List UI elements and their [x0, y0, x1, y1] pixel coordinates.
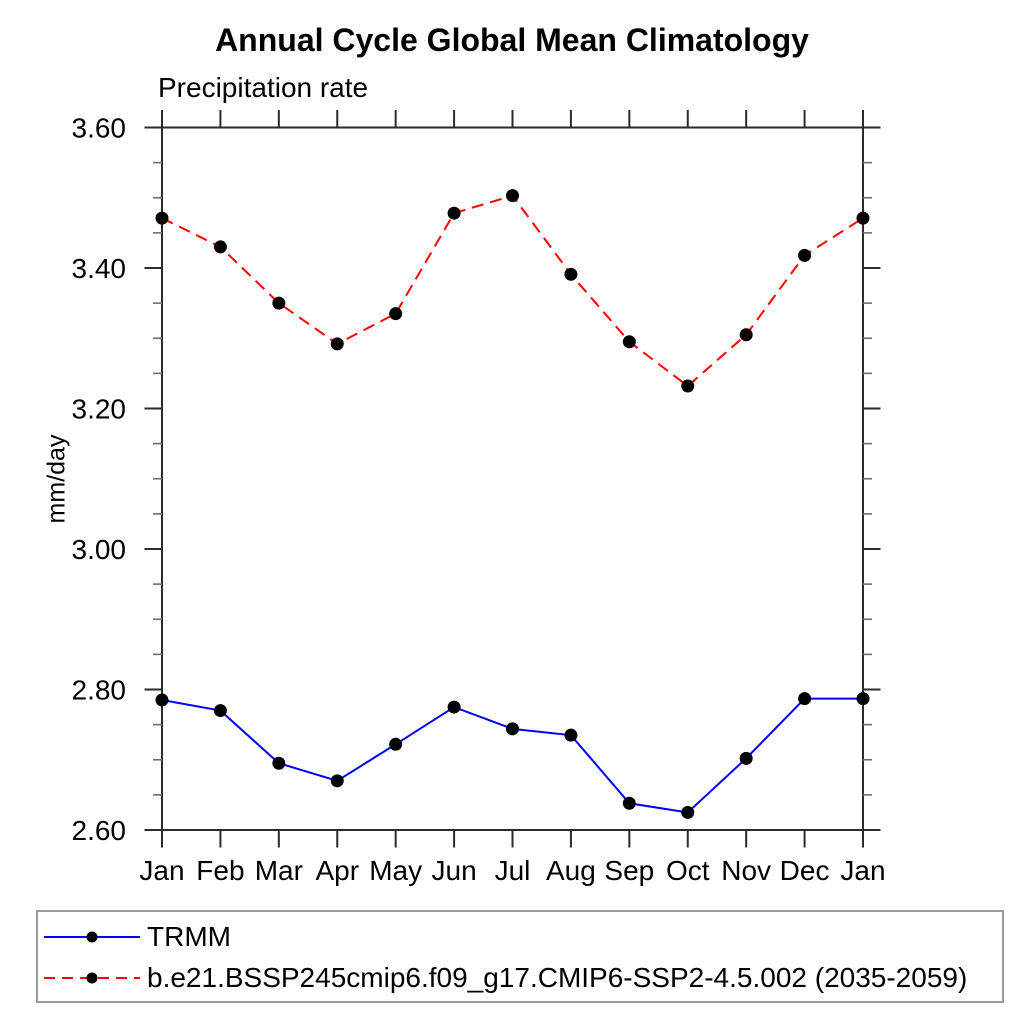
y-tick-label: 2.80 [72, 675, 127, 706]
x-tick-label: Sep [604, 855, 654, 886]
data-point-1 [272, 296, 286, 310]
chart-title: Annual Cycle Global Mean Climatology [215, 22, 809, 58]
data-point-1 [447, 206, 461, 220]
y-tick-label: 3.40 [72, 253, 127, 284]
data-point-1 [622, 335, 636, 349]
data-point-0 [681, 805, 695, 819]
data-point-0 [447, 700, 461, 714]
data-point-1 [681, 379, 695, 393]
legend-sample-marker [86, 931, 98, 943]
series-line-0 [161, 697, 863, 814]
data-point-0 [272, 756, 286, 770]
legend-label-trmm: TRMM [147, 921, 231, 952]
y-tick-label: 3.60 [72, 113, 127, 144]
legend-sample-marker [86, 972, 98, 984]
y-tick-label: 3.00 [72, 534, 127, 565]
data-point-1 [155, 211, 169, 225]
x-tick-label: Mar [255, 855, 303, 886]
data-point-0 [856, 692, 870, 706]
legend: TRMM b.e21.BSSP245cmip6.f09_g17.CMIP6-SS… [36, 910, 1004, 1003]
data-point-1 [798, 248, 812, 262]
legend-label-model: b.e21.BSSP245cmip6.f09_g17.CMIP6-SSP2-4.… [147, 962, 968, 993]
data-point-1 [389, 307, 403, 321]
x-tick-label: Dec [780, 855, 830, 886]
chart-subtitle: Precipitation rate [158, 72, 369, 103]
legend-line-sample-model [44, 972, 140, 984]
data-point-0 [389, 737, 403, 751]
x-tick-label: Apr [315, 855, 359, 886]
legend-entry-model: b.e21.BSSP245cmip6.f09_g17.CMIP6-SSP2-4.… [42, 962, 968, 993]
x-tick-label: Feb [196, 855, 244, 886]
data-point-0 [155, 693, 169, 707]
x-tick-label: Jan [840, 855, 885, 886]
data-point-1 [856, 211, 870, 225]
data-point-0 [739, 751, 753, 765]
data-point-1 [564, 267, 578, 281]
y-tick-label: 2.60 [72, 815, 127, 846]
data-point-1 [330, 337, 344, 351]
data-point-0 [213, 704, 227, 718]
x-tick-label: May [369, 855, 422, 886]
data-point-0 [506, 722, 519, 736]
data-point-1 [739, 328, 753, 342]
series-line-1 [161, 194, 864, 388]
data-point-0 [564, 728, 578, 742]
legend-line-sample-trmm [44, 931, 140, 943]
y-tick-label: 3.20 [72, 394, 127, 425]
x-tick-label: Nov [721, 855, 771, 886]
plot-area: 2.60 2.80 3.00 3.20 3.40 3.60 Jan Feb Mar Apr May J… [72, 110, 886, 886]
legend-entry-trmm: TRMM [42, 921, 231, 952]
data-point-1 [506, 189, 519, 203]
x-tick-label: Aug [546, 855, 596, 886]
x-tick-label: Jul [495, 855, 531, 886]
data-point-0 [798, 692, 812, 706]
data-point-0 [330, 774, 344, 788]
x-tick-label: Jan [139, 855, 184, 886]
data-point-1 [213, 240, 227, 254]
x-tick-label: Jun [432, 855, 477, 886]
x-tick-label: Oct [666, 855, 710, 886]
data-point-0 [622, 796, 636, 810]
